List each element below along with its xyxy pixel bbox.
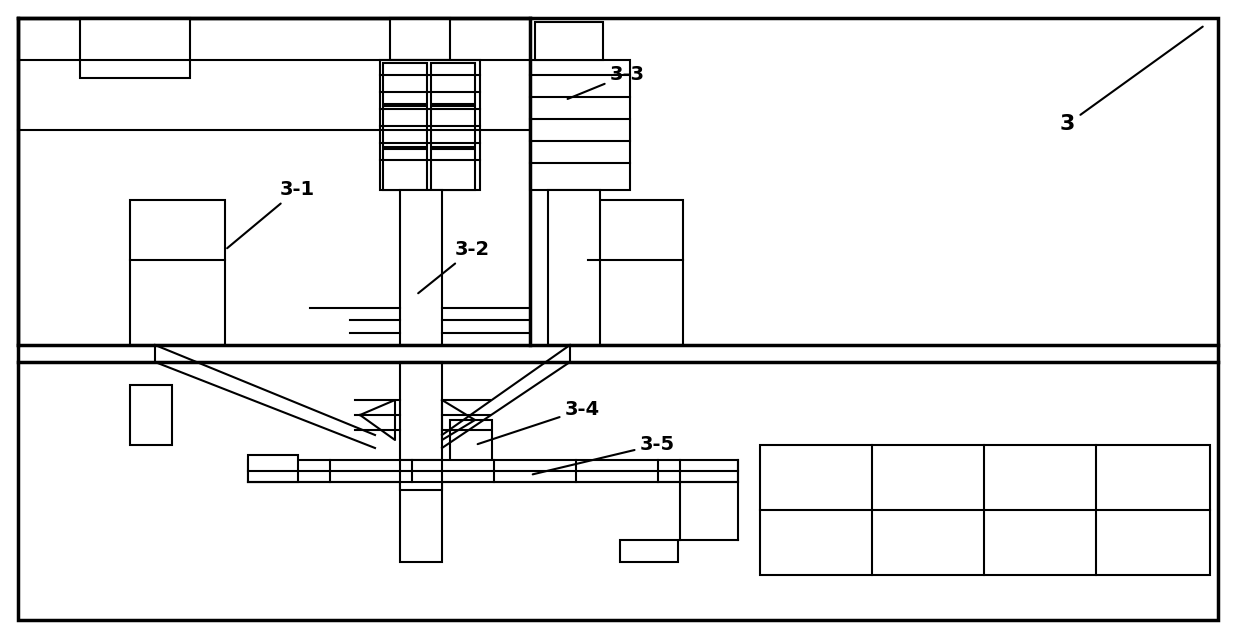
Bar xyxy=(432,63,475,104)
Bar xyxy=(432,106,475,147)
Bar xyxy=(548,190,600,345)
Bar xyxy=(529,60,630,190)
Bar xyxy=(391,18,450,60)
Bar xyxy=(383,149,427,190)
Bar xyxy=(534,22,603,60)
Text: 3-1: 3-1 xyxy=(227,180,315,248)
Bar xyxy=(760,445,1210,575)
Bar xyxy=(379,60,480,190)
Text: 3-5: 3-5 xyxy=(533,435,675,475)
Bar xyxy=(401,190,441,345)
Bar xyxy=(588,200,683,345)
Bar xyxy=(401,362,441,562)
Text: 3: 3 xyxy=(1060,27,1203,134)
Bar xyxy=(248,460,738,482)
Bar xyxy=(450,420,492,475)
Bar xyxy=(248,455,298,482)
Bar xyxy=(130,385,172,445)
Bar xyxy=(383,63,427,104)
Bar xyxy=(130,200,224,345)
Bar xyxy=(383,106,427,147)
Bar xyxy=(401,460,441,490)
Text: 3-4: 3-4 xyxy=(477,400,600,444)
Bar xyxy=(81,18,190,78)
Text: 3-3: 3-3 xyxy=(568,65,645,99)
Bar xyxy=(432,149,475,190)
Text: 3-2: 3-2 xyxy=(418,240,490,293)
Bar xyxy=(620,540,678,562)
